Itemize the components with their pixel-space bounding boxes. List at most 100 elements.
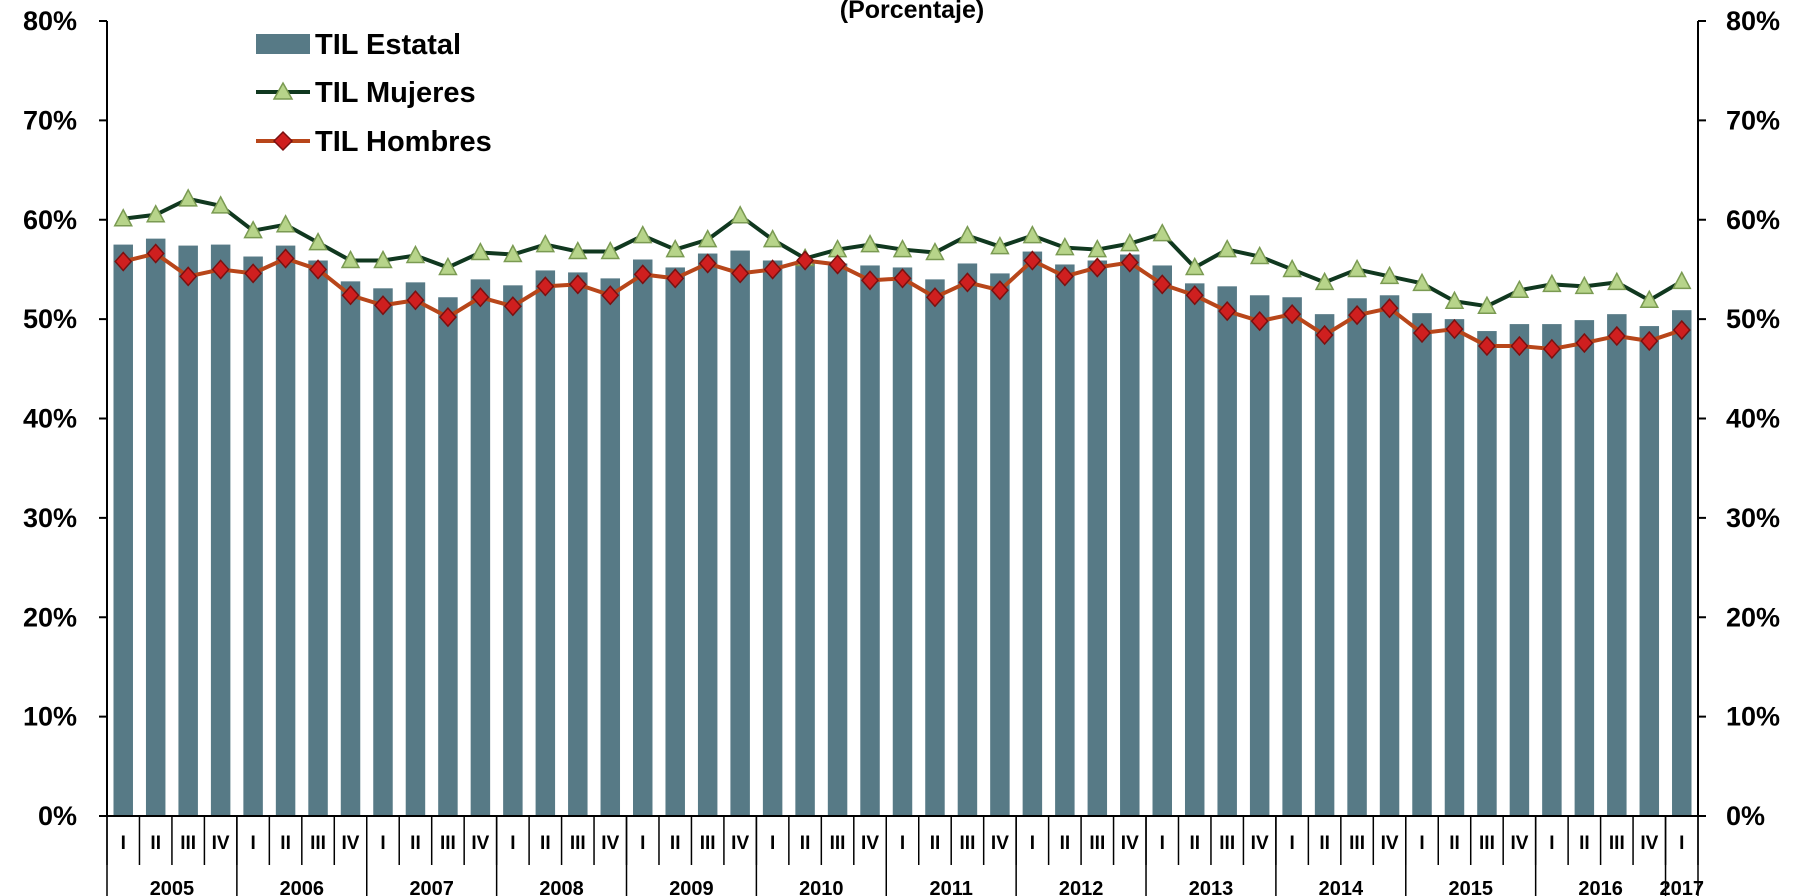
legend-label-mujeres: TIL Mujeres (315, 77, 476, 109)
point-til-hombres (731, 263, 750, 284)
point-til-mujeres (1055, 236, 1075, 256)
bar-estatal (1477, 331, 1497, 816)
point-til-mujeres (535, 233, 556, 253)
point-til-hombres (373, 295, 392, 316)
point-til-mujeres (275, 214, 296, 233)
point-til-mujeres (405, 244, 426, 264)
point-til-hombres (1510, 335, 1529, 357)
x-tick-label-quarter: I (770, 833, 775, 854)
x-tick-label-quarter: III (1219, 833, 1235, 854)
point-til-mujeres (1574, 275, 1595, 295)
point-til-mujeres (990, 235, 1010, 255)
point-til-hombres (1445, 318, 1464, 340)
x-tick-label-quarter: IV (1381, 833, 1399, 854)
point-til-hombres (146, 243, 165, 264)
point-til-mujeres (470, 241, 491, 261)
point-til-mujeres (178, 188, 198, 207)
point-til-mujeres (1282, 258, 1302, 278)
bar-estatal (535, 270, 556, 816)
point-til-mujeres (1509, 279, 1530, 299)
point-til-mujeres (1379, 265, 1400, 285)
point-til-hombres (341, 285, 360, 306)
point-til-mujeres (762, 229, 783, 248)
bar-estatal (503, 285, 523, 816)
x-tick-label-quarter: III (440, 833, 456, 854)
y-tick-label-left: 60% (23, 205, 77, 235)
x-tick-label-quarter: II (1060, 833, 1071, 854)
bar-estatal (795, 262, 815, 816)
x-tick-label-quarter: III (960, 833, 976, 854)
point-til-hombres (406, 290, 425, 311)
bar-estatal (438, 297, 458, 816)
bar-estatal (1217, 286, 1237, 816)
x-tick-label-year: 2006 (280, 878, 325, 896)
point-til-mujeres (145, 204, 166, 223)
x-tick-label-year: 2012 (1059, 878, 1104, 896)
x-tick-label-quarter: IV (342, 833, 360, 854)
bar-estatal (568, 272, 588, 816)
legend-swatch-estatal (256, 34, 310, 54)
x-tick-label-quarter: II (540, 833, 551, 854)
x-tick-label-quarter: II (280, 833, 291, 854)
point-til-hombres (1315, 324, 1334, 346)
legend-label-hombres: TIL Hombres (315, 126, 492, 158)
x-tick-label-year: 2015 (1448, 878, 1493, 896)
y-tick-label-right: 60% (1726, 205, 1780, 235)
y-tick-label-right: 50% (1726, 304, 1780, 334)
x-tick-label-quarter: III (1479, 833, 1495, 854)
x-tick-label-quarter: I (1679, 833, 1684, 854)
bar-estatal (1184, 283, 1205, 817)
x-tick-label-quarter: III (700, 833, 716, 854)
x-tick-label-quarter: IV (861, 833, 879, 854)
y-tick-label-left: 20% (23, 602, 77, 632)
point-til-mujeres (340, 249, 361, 269)
chart-title: (Porcentaje) (840, 0, 984, 24)
y-tick-label-right: 80% (1726, 6, 1780, 36)
bar-estatal (1314, 314, 1335, 816)
bar-estatal (1542, 324, 1562, 816)
point-til-mujeres (697, 229, 718, 248)
point-til-mujeres (210, 195, 231, 214)
x-tick-label-quarter: I (380, 833, 385, 854)
point-til-hombres (438, 307, 457, 328)
x-tick-label-quarter: II (1449, 833, 1460, 854)
x-tick-label-year: 2010 (799, 878, 844, 896)
point-til-hombres (633, 264, 652, 285)
y-tick-label-left: 30% (23, 503, 77, 533)
x-tick-label-quarter: III (570, 833, 586, 854)
point-til-mujeres (600, 240, 621, 260)
point-til-mujeres (1022, 225, 1043, 244)
bar-estatal (1607, 314, 1627, 816)
x-tick-label-quarter: IV (1121, 833, 1139, 854)
point-til-hombres (503, 296, 522, 317)
y-tick-label-left: 0% (38, 801, 77, 831)
point-til-hombres (893, 268, 912, 289)
point-til-mujeres (113, 208, 133, 227)
x-tick-label-quarter: IV (1510, 833, 1528, 854)
point-til-mujeres (892, 238, 913, 258)
x-tick-label-quarter: I (250, 833, 255, 854)
bar-estatal (892, 267, 913, 816)
point-til-hombres (666, 268, 685, 289)
point-til-hombres (958, 272, 977, 293)
y-tick-label-left: 10% (23, 702, 77, 732)
x-tick-label-quarter: IV (731, 833, 749, 854)
point-til-mujeres (860, 233, 880, 253)
point-til-hombres (1023, 250, 1042, 271)
point-til-hombres (1250, 310, 1269, 332)
point-til-mujeres (1607, 271, 1627, 291)
x-tick-label-quarter: I (900, 833, 905, 854)
point-til-hombres (1640, 330, 1659, 352)
x-tick-label-quarter: II (1189, 833, 1200, 854)
point-til-hombres (309, 259, 328, 280)
point-til-hombres (1477, 335, 1496, 357)
bar-estatal (1509, 324, 1530, 816)
x-tick-label-quarter: II (930, 833, 941, 854)
y-tick-label-right: 20% (1726, 602, 1780, 632)
point-til-mujeres (1639, 289, 1660, 308)
point-til-mujeres (1477, 295, 1497, 314)
point-til-mujeres (568, 240, 588, 260)
bar-estatal (633, 259, 653, 816)
point-til-mujeres (665, 238, 685, 258)
